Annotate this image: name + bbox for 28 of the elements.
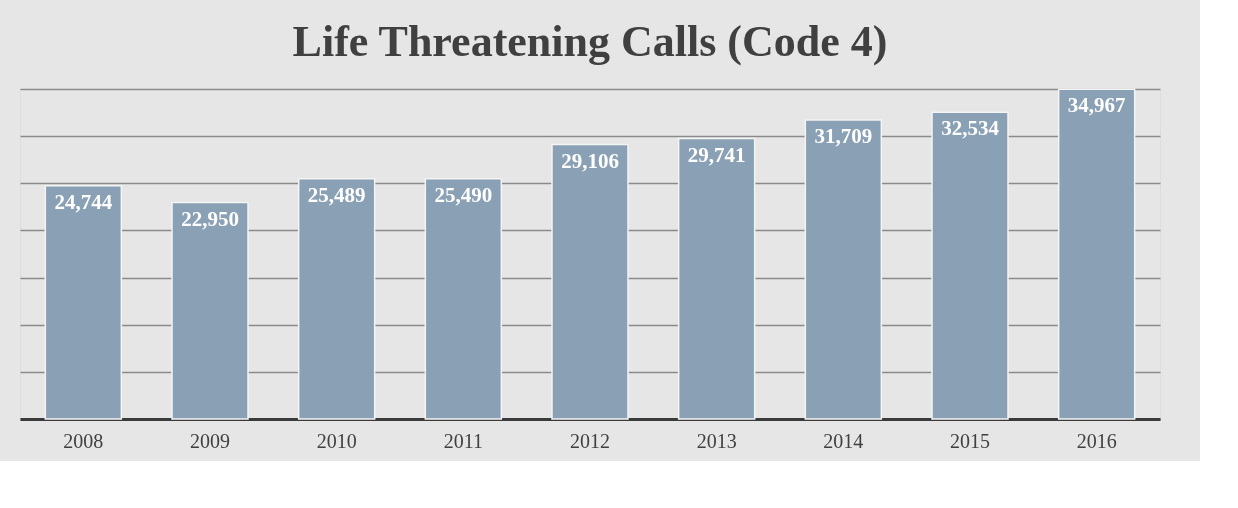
data-label: 31,709 xyxy=(814,124,873,149)
bar xyxy=(1057,88,1136,420)
x-tick-label: 2013 xyxy=(696,429,737,452)
x-tick-label: 2016 xyxy=(1076,429,1117,452)
data-label: 24,744 xyxy=(54,189,113,214)
x-tick-label: 2012 xyxy=(570,429,610,452)
bar xyxy=(171,201,249,420)
data-label: 34,967 xyxy=(1067,93,1126,118)
bar xyxy=(931,111,1009,420)
x-tick-label: 2008 xyxy=(63,429,104,452)
bar xyxy=(677,137,756,420)
data-label: 22,950 xyxy=(181,206,239,231)
x-tick-label: 2014 xyxy=(823,429,864,452)
x-tick-label: 2010 xyxy=(316,429,357,452)
x-tick-label: 2015 xyxy=(950,429,990,452)
x-tick-label: 2009 xyxy=(190,429,230,452)
bar xyxy=(297,177,376,420)
data-label: 25,489 xyxy=(307,182,366,207)
chart-title: Life Threatening Calls (Code 4) xyxy=(292,16,888,66)
bar xyxy=(424,177,503,420)
data-label: 32,534 xyxy=(941,116,1000,141)
data-label: 25,490 xyxy=(434,182,493,207)
bar xyxy=(804,119,883,420)
data-label: 29,106 xyxy=(561,148,619,173)
bar xyxy=(551,143,629,420)
bar xyxy=(44,184,123,420)
x-tick-label: 2011 xyxy=(443,429,483,452)
data-label: 29,741 xyxy=(687,142,746,167)
